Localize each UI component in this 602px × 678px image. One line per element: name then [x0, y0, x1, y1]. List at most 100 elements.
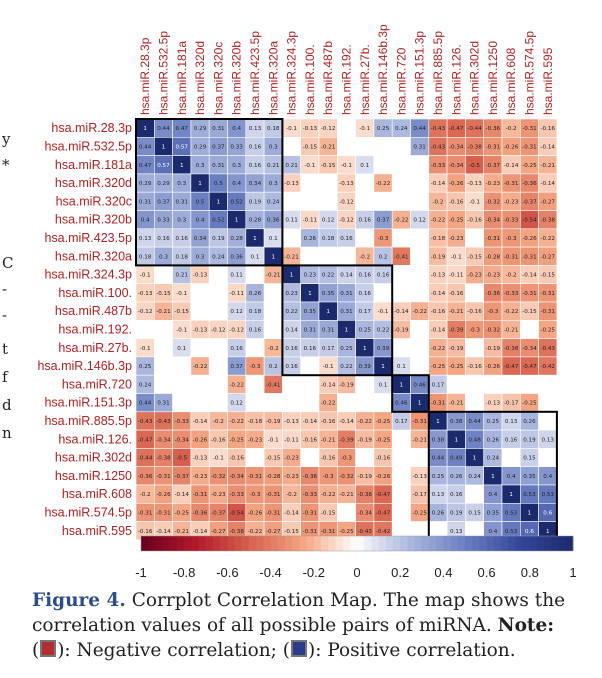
row-label: hsa.miR.532.5p [44, 139, 132, 153]
heatmap-cell [410, 283, 430, 303]
cell-value-label: -0.13 [339, 181, 354, 187]
colorbar-tick-label: 0.8 [521, 565, 539, 580]
cell-value-label: 0.3 [269, 181, 278, 187]
cell-value-label: -0.47 [138, 437, 153, 443]
cell-value-label: 0.44 [413, 126, 426, 132]
cell-value-label: 0.15 [523, 456, 536, 462]
cell-value-label: -0.15 [156, 291, 171, 297]
colorbar-frame [140, 535, 574, 552]
cell-value-label: -0.41 [266, 382, 281, 388]
heatmap-cell [282, 228, 301, 248]
cell-value-label: 0.12 [230, 401, 242, 407]
colorbar-segment [371, 536, 379, 551]
cell-value-label: 0.29 [194, 126, 207, 132]
cell-value-label: -0.47 [376, 492, 391, 498]
cell-value-label: -0.25 [541, 327, 556, 333]
cell-value-label: -0.13 [284, 181, 299, 187]
row-label: hsa.miR.608 [62, 487, 132, 501]
cell-value-label: 0.31 [157, 401, 170, 407]
cell-value-label: 0.24 [487, 456, 500, 462]
cell-value-label: 0.44 [432, 456, 445, 462]
cell-value-label: 0.3 [177, 218, 186, 224]
cell-value-label: -0.16 [467, 218, 482, 224]
cell-value-label: 0.52 [230, 199, 242, 205]
cell-value-label: 0.24 [267, 199, 280, 205]
cell-value-label: 0.57 [157, 163, 170, 169]
colorbar-segment [270, 536, 279, 551]
cell-value-label: -0.31 [321, 529, 336, 535]
cell-value-label: -0.16 [449, 199, 464, 205]
cell-value-label: -0.37 [522, 199, 537, 205]
colorbar-segment [558, 536, 567, 551]
heatmap-cell [538, 393, 558, 413]
cell-value-label: -0.1 [304, 163, 315, 169]
cell-value-label: 0.25 [359, 327, 372, 333]
heatmap-cell [282, 374, 301, 394]
cluster-box [281, 264, 394, 377]
heatmap-cell [519, 374, 539, 394]
cell-value-label: 1 [363, 346, 367, 352]
cell-value-label: 0.5 [214, 181, 223, 187]
cell-value-label: -0.21 [412, 437, 427, 443]
cell-value-label: -0.5 [176, 456, 187, 462]
caption-paren-open: ( [32, 640, 40, 661]
row-label: hsa.miR.324.3p [44, 268, 132, 282]
heatmap-cell [410, 338, 430, 358]
cell-value-label: -0.31 [486, 236, 501, 242]
cell-value-label: -0.1 [378, 309, 389, 315]
cell-value-label: -0.22 [431, 346, 445, 352]
cell-value-label: -0.13 [193, 327, 208, 333]
cell-value-label: 0.23 [285, 291, 298, 297]
cell-value-label: -0.22 [229, 382, 243, 388]
cell-value-label: 0.46 [395, 401, 408, 407]
heatmap-cell [391, 466, 411, 486]
heatmap-cell [300, 374, 320, 394]
figure-label: Figure 4. [32, 590, 126, 611]
cell-value-label: -0.23 [486, 181, 501, 187]
margin-fragment: d [2, 396, 12, 414]
cell-value-label: -0.22 [376, 181, 390, 187]
cell-value-label: -0.14 [431, 181, 446, 187]
cell-value-label: -0.21 [321, 144, 336, 150]
colorbar-tick-label: 0 [353, 565, 360, 580]
column-label: hsa.miR.487b [321, 41, 335, 115]
cell-value-label: -0.34 [449, 144, 464, 150]
cell-value-label: -0.38 [358, 492, 373, 498]
cell-value-label: 0.34 [249, 181, 262, 187]
margin-fragment: * [2, 156, 10, 174]
cell-value-label: -0.19 [339, 382, 354, 388]
cell-value-label: 1 [253, 236, 257, 242]
heatmap-cell [190, 338, 210, 358]
colorbar-segment [306, 536, 315, 551]
colorbar-segment [299, 536, 307, 551]
heatmap-cell [318, 173, 338, 193]
row-label: hsa.miR.487b [55, 304, 132, 318]
cell-value-label: -0.31 [486, 144, 501, 150]
colorbar-tick-label: -0.2 [303, 565, 325, 580]
cell-value-label: 0.19 [249, 199, 262, 205]
heatmap-cell [391, 484, 411, 504]
cell-value-label: 0.3 [177, 181, 186, 187]
cell-value-label: -0.11 [303, 218, 318, 224]
cell-value-label: -0.3 [378, 236, 389, 242]
cell-value-label: -0.31 [522, 254, 537, 260]
cell-value-label: 0.48 [468, 437, 481, 443]
colorbar-segment [364, 536, 372, 551]
cluster-box [135, 118, 284, 267]
cell-value-label: -0.39 [339, 437, 354, 443]
cell-value-label: 1 [271, 254, 275, 260]
colorbar-segment [256, 536, 264, 551]
cell-value-label: 0.36 [267, 218, 280, 224]
heatmap-cell [208, 301, 228, 321]
cell-value-label: 0.16 [285, 346, 298, 352]
cell-value-label: 0.26 [450, 474, 463, 480]
note-label: Note: [497, 615, 555, 636]
colorbar-segment [472, 536, 480, 551]
cell-value-label: -0.27 [541, 199, 556, 205]
heatmap-cell [465, 484, 484, 504]
colorbar-segment [335, 536, 343, 551]
cell-value-label: -0.14 [193, 419, 208, 425]
cell-value-label: -0.31 [138, 510, 153, 516]
cell-value-label: 0.11 [230, 273, 243, 279]
cell-value-label: 0.22 [377, 327, 389, 333]
